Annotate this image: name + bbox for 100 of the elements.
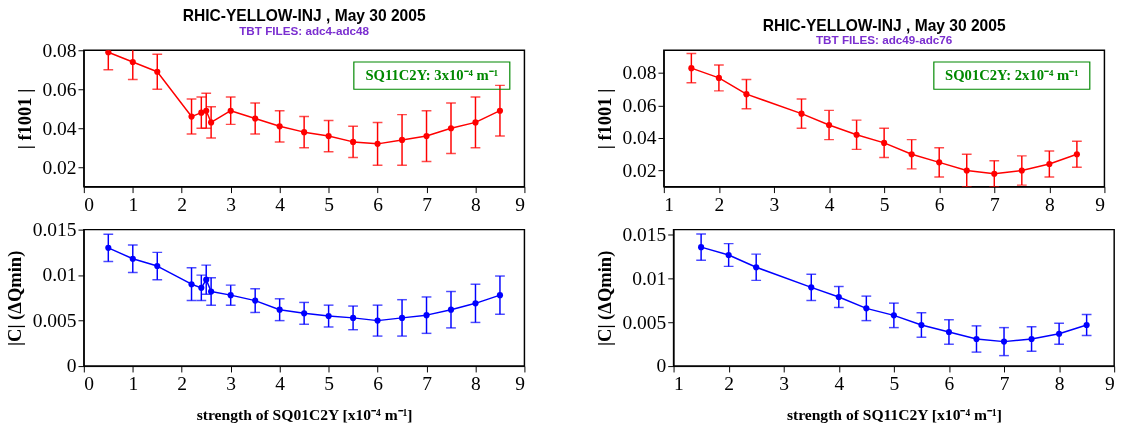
y-tick-label: 0.02 [42, 156, 77, 178]
x-tick-label: 5 [324, 372, 334, 394]
y-tick-label: 0.06 [622, 94, 657, 116]
x-tick-label: 8 [1054, 372, 1065, 394]
point [374, 317, 381, 324]
point [188, 113, 195, 120]
point [447, 125, 455, 132]
x-tick-label: 3 [769, 193, 780, 215]
point [154, 262, 161, 270]
point [252, 115, 259, 122]
point [1000, 338, 1008, 345]
point [276, 123, 283, 130]
x-tick-label: 6 [373, 193, 384, 215]
x-tick-label: 7 [999, 372, 1010, 394]
x-tick-label: 6 [934, 193, 945, 215]
x-tick-label: 1 [664, 193, 675, 215]
x-tick-label: 2 [177, 193, 188, 215]
y-tick-label: 0.06 [42, 78, 77, 100]
y-tick-label: 0.04 [622, 127, 657, 149]
y-tick-label: 0.02 [622, 159, 657, 181]
x-tick-label: 3 [226, 193, 237, 215]
point [743, 91, 750, 98]
point [301, 129, 308, 136]
point [853, 131, 860, 138]
point [447, 306, 455, 313]
point [301, 310, 308, 317]
point [808, 284, 815, 291]
x-tick-label: 4 [275, 372, 286, 394]
point [725, 251, 732, 259]
point [753, 264, 760, 271]
x-tick-label: 5 [324, 193, 334, 215]
point [325, 132, 332, 140]
x-tick-label: 7 [422, 372, 433, 394]
x-tick-label: 9 [515, 372, 525, 394]
y-axis-title: |C| (ΔQmin) [593, 250, 616, 347]
point [991, 170, 998, 177]
y-tick-label: 0.005 [32, 309, 77, 331]
point [203, 276, 210, 283]
x-tick-label: 8 [471, 193, 481, 215]
point [198, 284, 205, 291]
point [105, 50, 112, 56]
x-tick-label: 8 [1044, 193, 1055, 215]
x-tick-label: 7 [422, 193, 433, 215]
y-tick-label: 0.01 [632, 267, 667, 289]
point [1056, 330, 1063, 337]
x-tick-label: 6 [373, 372, 384, 394]
point [973, 335, 980, 343]
x-axis-title: strength of SQ11C2Y [x10⁻⁴ m⁻¹] [786, 406, 1002, 424]
point [423, 132, 430, 140]
point [698, 244, 705, 251]
point [227, 292, 234, 299]
x-tick-label: 9 [515, 193, 525, 215]
point [472, 300, 479, 307]
point [227, 107, 234, 114]
point [918, 321, 925, 329]
x-tick-label: 3 [226, 372, 237, 394]
y-tick-label: 0 [656, 355, 667, 377]
point [276, 306, 283, 313]
point [496, 292, 504, 299]
point [945, 328, 953, 336]
point [881, 139, 888, 146]
x-tick-label: 3 [779, 372, 790, 394]
point [688, 65, 695, 72]
point [105, 244, 112, 251]
point [208, 288, 215, 295]
point [496, 107, 504, 114]
y-axis-title: | f1001 | [593, 88, 615, 150]
point [350, 138, 357, 145]
y-tick-label: 0.015 [32, 218, 77, 240]
x-tick-label: 7 [989, 193, 1000, 215]
point [835, 293, 842, 301]
point [472, 119, 479, 126]
point [1083, 321, 1090, 329]
point [1018, 167, 1025, 174]
y-tick-label: 0.005 [622, 311, 667, 333]
y-tick-label: 0.08 [622, 62, 657, 84]
x-tick-label: 2 [724, 372, 735, 394]
x-tick-label: 2 [177, 372, 188, 394]
point [398, 136, 406, 144]
y-tick-label: 0.04 [42, 117, 77, 139]
point [252, 297, 259, 304]
x-tick-label: 6 [944, 372, 955, 394]
chart-title: RHIC-YELLOW-INJ , May 30 2005 [182, 7, 426, 25]
annotation: SQ11C2Y: 3x10⁻⁴ m⁻¹ [365, 67, 499, 84]
y-tick-label: 0.08 [42, 39, 77, 61]
y-axis-title: |C| (ΔQmin) [3, 250, 26, 347]
point [890, 312, 897, 319]
point [374, 140, 381, 147]
point [188, 281, 195, 288]
point [129, 58, 136, 66]
x-tick-label: 0 [84, 372, 95, 394]
point [798, 110, 805, 117]
x-tick-label: 4 [824, 193, 835, 215]
x-tick-label: 5 [879, 193, 890, 215]
y-axis-title: | f1001 | [13, 88, 35, 150]
x-tick-label: 9 [1104, 372, 1115, 394]
point [908, 151, 915, 158]
point [198, 109, 205, 116]
point [936, 159, 943, 166]
y-tick-label: 0.015 [622, 224, 667, 246]
